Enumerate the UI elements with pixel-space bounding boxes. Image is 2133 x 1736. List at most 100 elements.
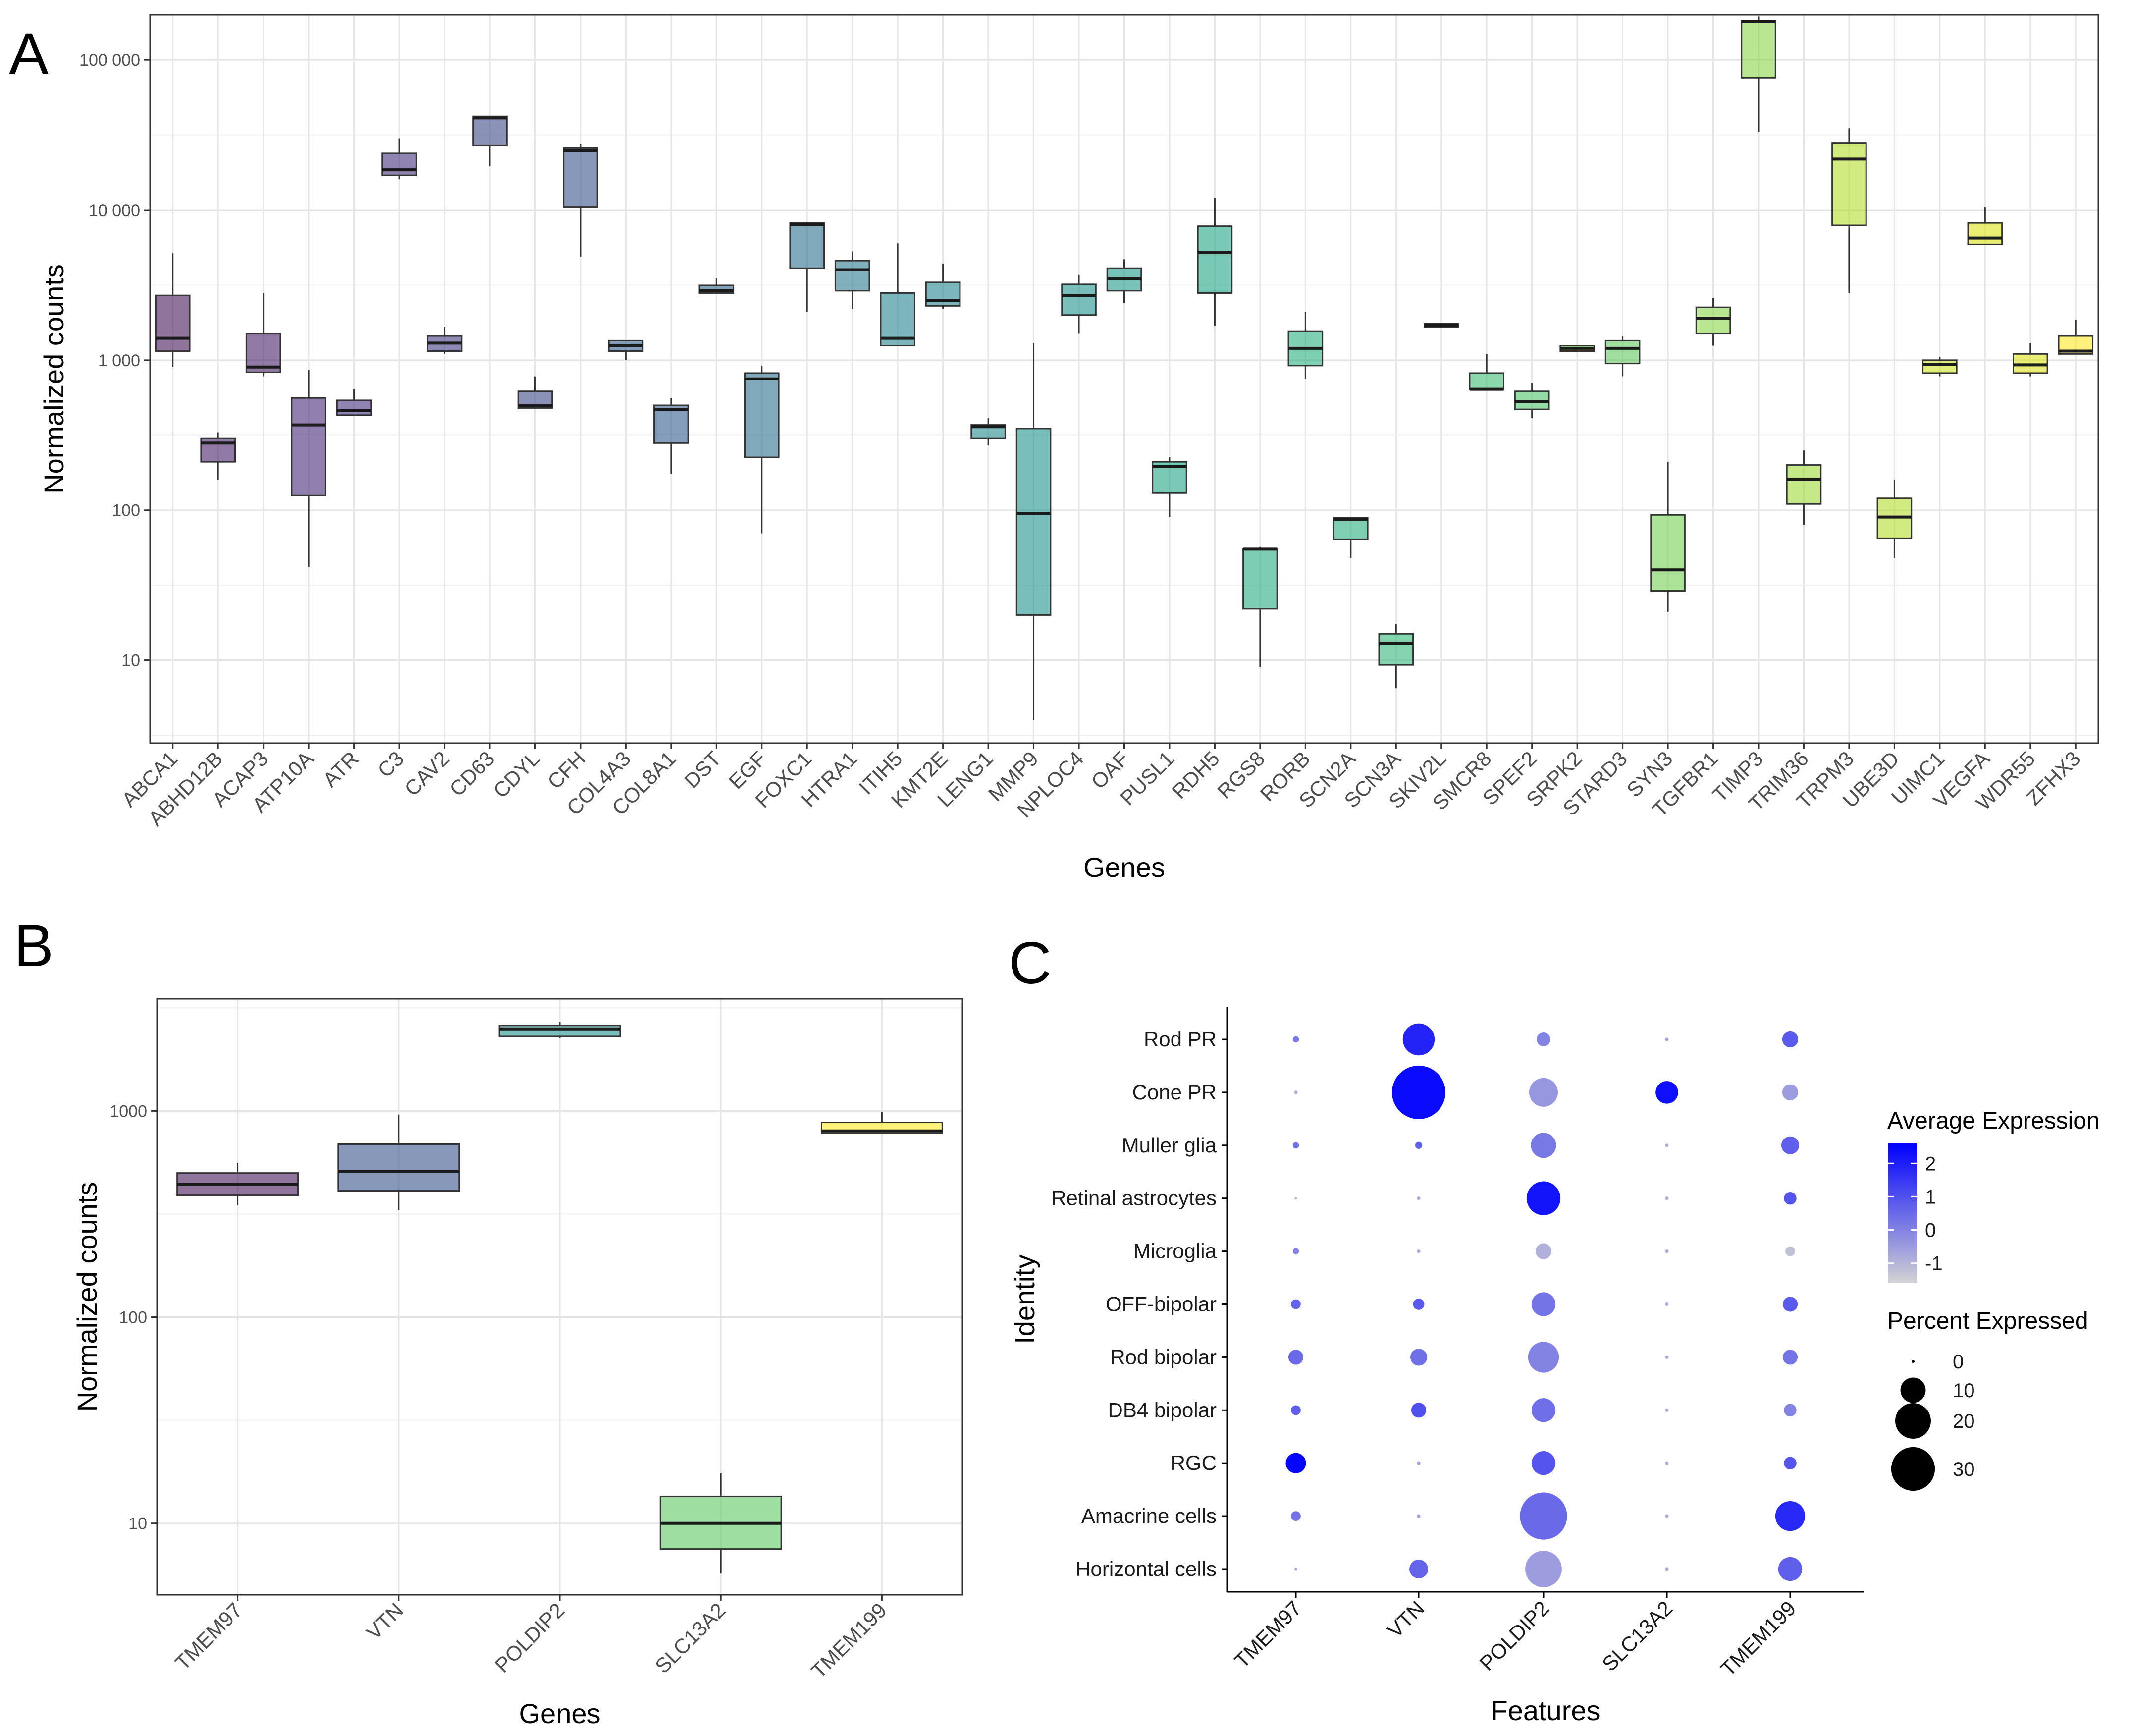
identity-label-retinal-astrocytes: Retinal astrocytes xyxy=(1051,1187,1217,1210)
dot-cone-pr-tmem199 xyxy=(1782,1084,1799,1100)
dot-muller-glia-vtn xyxy=(1415,1141,1423,1149)
x-tick-label-slc13a2: SLC13A2 xyxy=(650,1598,730,1678)
box-htra1 xyxy=(834,251,870,309)
box-egf xyxy=(744,365,780,534)
dot-retinal-astrocytes-vtn xyxy=(1417,1196,1421,1200)
box-rorb xyxy=(1287,312,1324,379)
box-body xyxy=(291,397,326,496)
size-legend-dot xyxy=(1912,1360,1915,1363)
box-cd63 xyxy=(472,115,508,167)
panel-label-c: C xyxy=(1009,930,1052,996)
box-timp3 xyxy=(1741,16,1776,132)
feature-label-tmem199: TMEM199 xyxy=(1716,1596,1800,1681)
dot-cone-pr-poldip2 xyxy=(1529,1078,1558,1107)
identity-label-microglia: Microglia xyxy=(1133,1240,1217,1263)
panel-b-boxes xyxy=(176,1022,943,1574)
size-legend-dot xyxy=(1895,1403,1931,1439)
box-srpk2 xyxy=(1559,345,1595,352)
identity-label-off-bipolar: OFF-bipolar xyxy=(1106,1293,1217,1316)
dot-muller-glia-tmem199 xyxy=(1781,1136,1799,1154)
box-body xyxy=(563,147,598,208)
dot-rod-pr-tmem199 xyxy=(1782,1031,1799,1048)
box-vegfa xyxy=(1967,207,2003,245)
dot-microglia-tmem199 xyxy=(1785,1246,1795,1256)
dot-off-bipolar-tmem97 xyxy=(1291,1299,1301,1309)
identity-label-rod-bipolar: Rod bipolar xyxy=(1110,1345,1217,1368)
x-tick-label-tmem97: TMEM97 xyxy=(170,1598,247,1675)
x-tick-label-dst: DST xyxy=(680,747,726,793)
dot-amacrine-cells-tmem97 xyxy=(1291,1511,1301,1521)
box-oaf xyxy=(1106,259,1142,303)
size-legend-label: 20 xyxy=(1953,1410,1975,1432)
dot-amacrine-cells-slc13a2 xyxy=(1665,1514,1669,1518)
dot-horizontal-cells-vtn xyxy=(1409,1560,1428,1578)
box-tmem199 xyxy=(820,1112,943,1134)
box-atr xyxy=(336,389,372,416)
y-tick-label: 1 000 xyxy=(98,351,140,370)
box-vtn xyxy=(337,1114,460,1210)
x-tick-label-poldip2: POLDIP2 xyxy=(490,1598,569,1677)
dot-muller-glia-slc13a2 xyxy=(1665,1143,1669,1147)
y-tick-label: 10 000 xyxy=(89,201,140,220)
color-tick-label: 0 xyxy=(1925,1220,1936,1242)
box-body xyxy=(789,222,825,269)
identity-label-horizontal-cells: Horizontal cells xyxy=(1075,1557,1217,1580)
legend-average-expression: Average Expression 2 1 0 -1 xyxy=(1887,1108,2100,1283)
feature-label-poldip2: POLDIP2 xyxy=(1475,1596,1554,1675)
box-dst xyxy=(698,278,735,294)
feature-label-vtn: VTN xyxy=(1383,1596,1429,1642)
dot-off-bipolar-tmem199 xyxy=(1782,1297,1798,1312)
box-ube3d xyxy=(1876,479,1913,558)
identity-label-amacrine-cells: Amacrine cells xyxy=(1081,1504,1217,1527)
panel-b-gridlines xyxy=(157,999,962,1595)
y-tick-label: 100 000 xyxy=(79,51,140,70)
box-tmem97 xyxy=(176,1163,299,1205)
panel-c-dotplot: Rod PR Cone PR Muller glia Retinal astrocyt… xyxy=(1009,1007,2100,1726)
y-tick-label: 10 xyxy=(128,1515,147,1533)
size-legend-dot xyxy=(1891,1447,1935,1491)
box-body xyxy=(1469,372,1505,390)
panel-a-y-axis-title: Normalized counts xyxy=(38,264,69,494)
dot-amacrine-cells-tmem199 xyxy=(1775,1501,1806,1531)
dot-cone-pr-vtn xyxy=(1392,1065,1445,1119)
box-cav2 xyxy=(427,327,463,354)
dot-muller-glia-tmem97 xyxy=(1292,1142,1299,1149)
identity-label-rod-pr: Rod PR xyxy=(1144,1028,1217,1051)
y-tick-label: 100 xyxy=(112,501,140,520)
dot-cone-pr-tmem97 xyxy=(1294,1090,1298,1094)
box-col4a3 xyxy=(608,339,644,360)
dot-horizontal-cells-tmem199 xyxy=(1778,1557,1803,1581)
dot-db4-bipolar-tmem199 xyxy=(1784,1404,1797,1417)
box-wdr55 xyxy=(2013,343,2048,377)
box-skiv2l xyxy=(1423,323,1459,328)
panel-b-y-axis-title: Normalized counts xyxy=(71,1182,103,1412)
box-body xyxy=(1378,633,1414,666)
panel-c-dots xyxy=(1285,1023,1806,1587)
box-slc13a2 xyxy=(659,1473,782,1574)
legend-average-expression-title: Average Expression xyxy=(1887,1108,2100,1134)
size-legend-label: 0 xyxy=(1953,1351,1964,1373)
box-body xyxy=(1650,514,1686,592)
panel-a-boxes xyxy=(155,16,2094,720)
box-body xyxy=(1197,225,1233,294)
box-scn2a xyxy=(1333,517,1369,558)
box-scn3a xyxy=(1378,623,1414,689)
x-tick-label-rdh5: RDH5 xyxy=(1168,747,1224,803)
y-tick-label: 100 xyxy=(119,1308,147,1327)
x-tick-label-cdyl: CDYL xyxy=(488,747,544,802)
dot-amacrine-cells-vtn xyxy=(1417,1514,1421,1518)
dot-horizontal-cells-tmem97 xyxy=(1294,1568,1297,1571)
box-zfhx3 xyxy=(2058,320,2094,355)
box-cfh xyxy=(563,144,598,257)
box-cdyl xyxy=(517,376,553,409)
legend-percent-expressed: Percent Expressed 0 10 20 30 xyxy=(1887,1308,2088,1491)
box-body xyxy=(1061,283,1097,316)
x-tick-label-c3: C3 xyxy=(373,747,408,782)
box-body xyxy=(1741,20,1776,79)
identity-label-db4-bipolar: DB4 bipolar xyxy=(1108,1398,1217,1421)
box-mmp9 xyxy=(1015,343,1052,720)
legend-size-items: 0 10 20 30 xyxy=(1891,1351,1975,1491)
